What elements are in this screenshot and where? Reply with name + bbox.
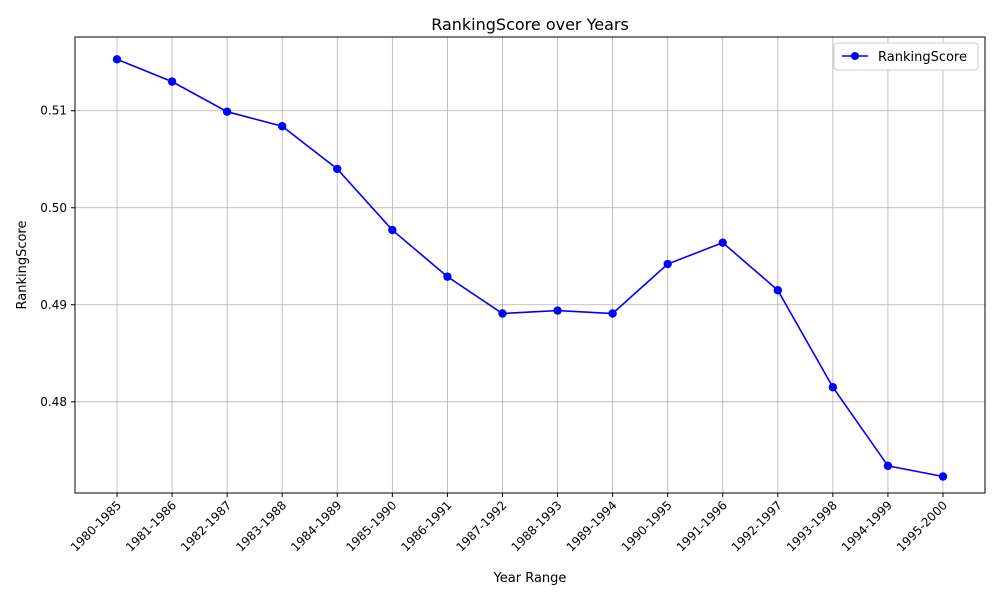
x-tick-label: 1989-1994 <box>564 498 620 554</box>
x-tick-label: 1994-1999 <box>839 498 895 554</box>
legend: RankingScore <box>833 42 979 71</box>
plot-frame <box>74 36 986 494</box>
data-point <box>443 272 452 281</box>
series-layer <box>112 55 948 481</box>
data-point <box>553 306 562 315</box>
x-tick-label: 1980-1985 <box>68 498 124 554</box>
data-point <box>773 286 782 295</box>
data-point <box>333 164 342 174</box>
grid <box>75 37 985 493</box>
x-tick-label: 1983-1988 <box>233 498 289 554</box>
x-axis-ticks: 1980-19851981-19861982-19871983-19881984… <box>68 493 950 554</box>
data-point <box>167 77 177 86</box>
data-point <box>222 107 232 116</box>
data-point <box>718 238 727 247</box>
y-tick-label: 0.48 <box>40 395 67 409</box>
series-line <box>116 58 944 478</box>
y-tick-label: 0.51 <box>40 104 67 118</box>
x-tick-label: 1991-1996 <box>674 498 730 554</box>
chart-title: RankingScore over Years <box>431 15 629 34</box>
x-tick-label: 1981-1986 <box>123 498 179 554</box>
data-point <box>938 472 948 481</box>
y-axis-label: RankingScore <box>15 221 30 310</box>
data-point <box>278 122 287 131</box>
legend-box <box>833 42 979 71</box>
x-tick-label: 1982-1987 <box>178 498 234 554</box>
data-point <box>828 383 838 392</box>
x-tick-label: 1984-1989 <box>288 498 344 554</box>
legend-label: RankingScore <box>878 50 967 65</box>
x-tick-label: 1986-1991 <box>398 498 454 554</box>
x-axis-label: Year Range <box>493 571 567 586</box>
x-tick-label: 1988-1993 <box>508 498 564 554</box>
data-point <box>883 461 893 471</box>
data-point <box>608 309 617 318</box>
x-tick-label: 1990-1995 <box>619 498 675 554</box>
y-tick-label: 0.49 <box>40 298 67 312</box>
x-tick-label: 1985-1990 <box>343 498 399 554</box>
data-point <box>498 309 507 318</box>
data-point <box>388 225 397 235</box>
x-tick-label: 1993-1998 <box>784 498 840 554</box>
x-tick-label: 1992-1997 <box>729 498 785 554</box>
data-point <box>663 259 672 269</box>
data-point <box>112 55 122 64</box>
legend-marker-swatch <box>851 52 859 60</box>
x-tick-label: 1987-1992 <box>453 498 509 554</box>
y-axis-ticks: 0.48 0.49 0.50 0.51 <box>40 104 75 409</box>
x-tick-label: 1995-2000 <box>894 498 950 554</box>
y-tick-label: 0.50 <box>40 201 67 215</box>
